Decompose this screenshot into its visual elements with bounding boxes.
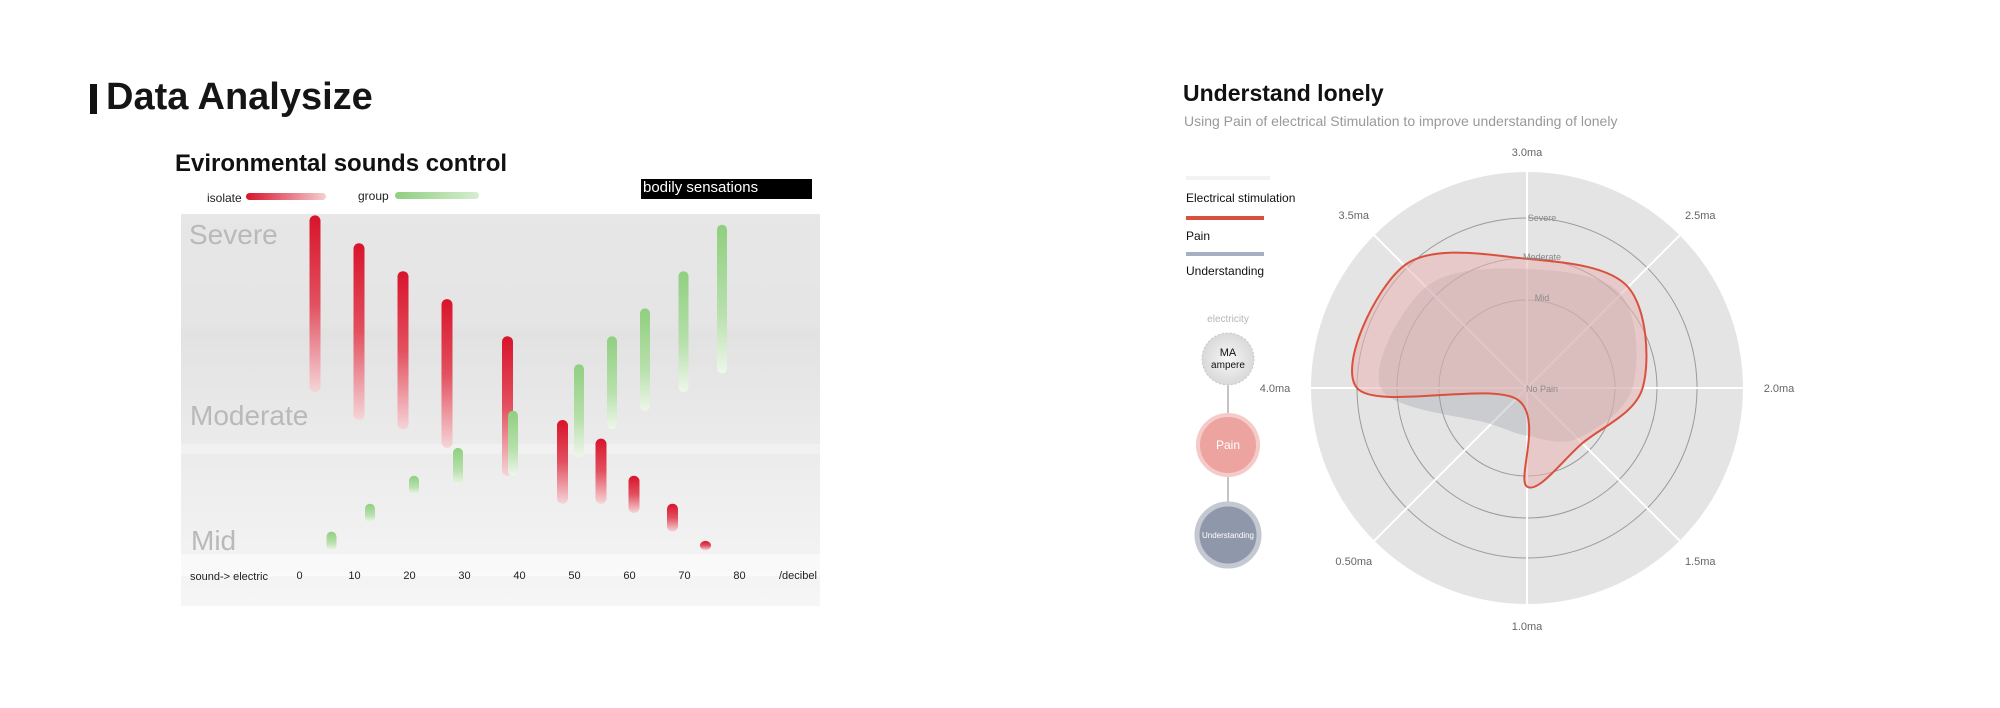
band-divider	[181, 444, 820, 454]
group-bar-3	[453, 447, 463, 486]
isolate-bar-0	[309, 215, 321, 393]
x-tick-70: 70	[678, 570, 690, 582]
x-tick-10: 10	[348, 570, 360, 582]
axis-label-4: 1.0ma	[1512, 621, 1543, 633]
legend-electrical-swatch	[1186, 176, 1270, 180]
understanding-node-label: Understanding	[1202, 531, 1254, 540]
ring-label-0: No Pain	[1526, 384, 1558, 394]
axis-label-2: 2.0ma	[1764, 383, 1795, 395]
x-tick-50: 50	[568, 570, 580, 582]
bar-chart: Severe Moderate Mid sound-> electric /de…	[181, 214, 820, 606]
isolate-bar-2	[397, 271, 409, 430]
ampere-node	[1201, 332, 1255, 386]
title-accent-bar	[90, 84, 97, 114]
legend-pain-swatch	[1186, 216, 1264, 220]
axis-label-3: 1.5ma	[1685, 556, 1716, 568]
isolate-bar-7	[628, 475, 640, 513]
group-bar-5	[574, 364, 584, 458]
legend-group-label: group	[358, 189, 389, 203]
radar-chart: Electrical stimulation Pain Understandin…	[1186, 147, 1795, 633]
x-axis-unit-label: /decibel	[779, 570, 817, 582]
isolate-bar-5	[557, 420, 568, 504]
axis-strip	[181, 554, 820, 576]
band-label-severe: Severe	[189, 219, 278, 250]
ring-label-2: Moderate	[1523, 252, 1561, 262]
legend-isolate-label: isolate	[207, 191, 242, 205]
group-bar-0	[326, 531, 337, 551]
axis-label-5: 0.50ma	[1335, 556, 1373, 568]
radar-spoke-5	[1373, 387, 1528, 542]
group-bar-9	[717, 224, 727, 374]
legend-understanding-swatch	[1186, 252, 1264, 256]
group-bar-7	[640, 308, 650, 411]
axis-label-7: 3.5ma	[1338, 210, 1369, 222]
pain-area	[1351, 251, 1648, 489]
x-tick-20: 20	[403, 570, 415, 582]
band-label-mid: Mid	[191, 525, 236, 556]
x-tick-40: 40	[513, 570, 525, 582]
legend-isolate-swatch	[246, 193, 326, 200]
axis-label-0: 3.0ma	[1512, 147, 1543, 159]
legend-understanding-label: Understanding	[1186, 264, 1264, 278]
group-bar-6	[607, 336, 617, 430]
x-tick-60: 60	[623, 570, 635, 582]
pain-node	[1196, 413, 1260, 477]
axis-label-1: 2.5ma	[1685, 210, 1716, 222]
flow-caption: electricity	[1207, 314, 1249, 325]
radar-chart-title: Understand lonely	[1183, 80, 1384, 106]
ring-label-3: Severe	[1528, 213, 1557, 223]
understanding-node	[1194, 501, 1262, 569]
x-tick-0: 0	[296, 570, 302, 582]
group-bar-2	[409, 475, 419, 495]
bar-chart-title: Evironmental sounds control	[175, 150, 508, 177]
bodily-sensations-tag: bodily sensations	[641, 179, 812, 199]
isolate-bar-3	[441, 299, 453, 448]
legend-electrical-label: Electrical stimulation	[1186, 191, 1295, 205]
axis-label-6: 4.0ma	[1260, 383, 1291, 395]
group-bar-8	[678, 271, 689, 393]
legend-pain-label: Pain	[1186, 229, 1210, 243]
radar-chart-subtitle: Using Pain of electrical Stimulation to …	[1184, 113, 1618, 129]
ampere-node-label-2: ampere	[1211, 360, 1245, 371]
isolate-bar-6	[595, 438, 607, 504]
severe-band	[181, 214, 820, 326]
isolate-bar-9	[700, 540, 711, 551]
x-tick-30: 30	[458, 570, 470, 582]
group-bar-4	[508, 410, 518, 476]
group-bar-1	[365, 503, 375, 523]
ampere-node-label-1: MA	[1220, 347, 1237, 359]
ring-label-1: Mid	[1535, 293, 1550, 303]
x-axis-start-label: sound-> electric	[190, 571, 268, 583]
pain-node-label: Pain	[1216, 438, 1240, 452]
isolate-bar-1	[353, 243, 365, 420]
page-title: Data Analysize	[106, 76, 373, 118]
legend-group-swatch	[395, 192, 479, 199]
isolate-bar-8	[667, 503, 678, 532]
band-label-moderate: Moderate	[190, 400, 308, 431]
x-tick-80: 80	[733, 570, 745, 582]
